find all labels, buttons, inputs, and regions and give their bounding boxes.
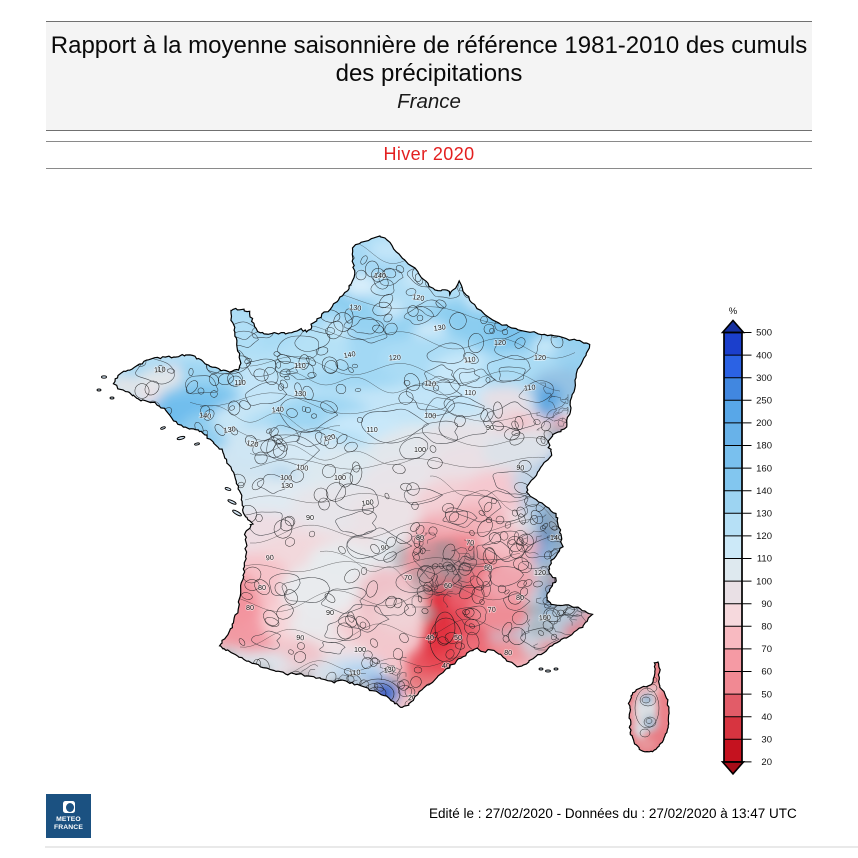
svg-text:70: 70 (761, 644, 772, 655)
svg-text:70: 70 (487, 605, 496, 615)
svg-text:40: 40 (426, 633, 434, 642)
svg-text:50: 50 (761, 689, 772, 700)
svg-text:60: 60 (484, 563, 493, 573)
svg-text:110: 110 (464, 388, 476, 398)
svg-text:110: 110 (464, 355, 476, 365)
svg-text:140: 140 (756, 486, 772, 497)
svg-text:60: 60 (444, 581, 452, 590)
svg-text:90: 90 (326, 608, 334, 617)
svg-text:70: 70 (466, 538, 475, 548)
svg-text:130: 130 (554, 323, 567, 333)
svg-text:50: 50 (454, 633, 462, 642)
svg-text:100: 100 (539, 613, 552, 623)
svg-text:400: 400 (756, 350, 772, 361)
svg-text:80: 80 (258, 583, 266, 592)
svg-text:%: % (729, 306, 738, 317)
svg-text:110: 110 (542, 493, 553, 502)
svg-text:120: 120 (534, 353, 546, 362)
svg-text:200: 200 (756, 418, 772, 429)
svg-text:140: 140 (343, 349, 356, 360)
svg-text:130: 130 (383, 664, 396, 675)
svg-text:130: 130 (433, 322, 446, 333)
svg-text:70: 70 (218, 617, 227, 627)
svg-text:20: 20 (761, 757, 772, 768)
svg-text:140: 140 (271, 405, 284, 415)
svg-text:140: 140 (504, 302, 518, 313)
svg-text:110: 110 (154, 365, 166, 375)
svg-text:120: 120 (534, 568, 546, 577)
svg-text:110: 110 (294, 361, 305, 370)
svg-text:130: 130 (281, 481, 293, 490)
svg-text:40: 40 (761, 712, 772, 723)
svg-text:120: 120 (322, 432, 336, 444)
svg-text:100: 100 (756, 576, 772, 587)
svg-text:100: 100 (361, 497, 374, 508)
svg-text:70: 70 (404, 573, 412, 582)
svg-text:110: 110 (757, 554, 772, 565)
svg-text:80: 80 (246, 603, 254, 612)
svg-text:100: 100 (414, 445, 426, 454)
svg-text:130: 130 (223, 424, 236, 435)
svg-text:130: 130 (756, 509, 772, 520)
svg-text:120: 120 (494, 338, 506, 347)
svg-text:120: 120 (389, 353, 402, 363)
svg-text:130: 130 (323, 293, 336, 303)
svg-text:140: 140 (550, 533, 562, 542)
svg-text:130: 130 (294, 389, 307, 399)
svg-text:90: 90 (296, 633, 305, 643)
svg-text:90: 90 (761, 599, 772, 610)
svg-text:80: 80 (416, 533, 424, 542)
svg-text:90: 90 (380, 543, 389, 553)
svg-text:300: 300 (756, 373, 772, 384)
svg-text:90: 90 (516, 463, 525, 473)
svg-text:130: 130 (349, 302, 362, 313)
svg-text:90: 90 (306, 513, 314, 522)
svg-text:120: 120 (246, 438, 259, 449)
svg-text:30: 30 (761, 735, 772, 746)
svg-text:120: 120 (412, 292, 425, 303)
svg-text:110: 110 (349, 667, 361, 677)
svg-text:110: 110 (524, 382, 536, 392)
svg-text:40: 40 (442, 661, 450, 670)
svg-text:90: 90 (486, 423, 494, 432)
svg-text:110: 110 (366, 425, 377, 434)
svg-text:100: 100 (424, 411, 437, 421)
svg-text:100: 100 (280, 473, 293, 483)
svg-text:80: 80 (504, 648, 513, 658)
svg-text:120: 120 (756, 531, 772, 542)
svg-text:100: 100 (296, 462, 309, 473)
svg-text:110: 110 (424, 378, 436, 388)
svg-text:140: 140 (374, 271, 386, 280)
svg-text:500: 500 (756, 328, 772, 339)
svg-text:90: 90 (265, 553, 274, 563)
svg-text:100: 100 (334, 473, 346, 482)
svg-text:60: 60 (761, 667, 772, 678)
svg-text:160: 160 (756, 463, 772, 474)
svg-text:180: 180 (756, 441, 772, 452)
svg-text:140: 140 (199, 410, 212, 420)
svg-text:100: 100 (354, 645, 366, 654)
svg-text:80: 80 (761, 622, 772, 633)
svg-text:110: 110 (234, 378, 245, 387)
svg-text:80: 80 (516, 593, 524, 602)
svg-text:250: 250 (756, 396, 772, 407)
